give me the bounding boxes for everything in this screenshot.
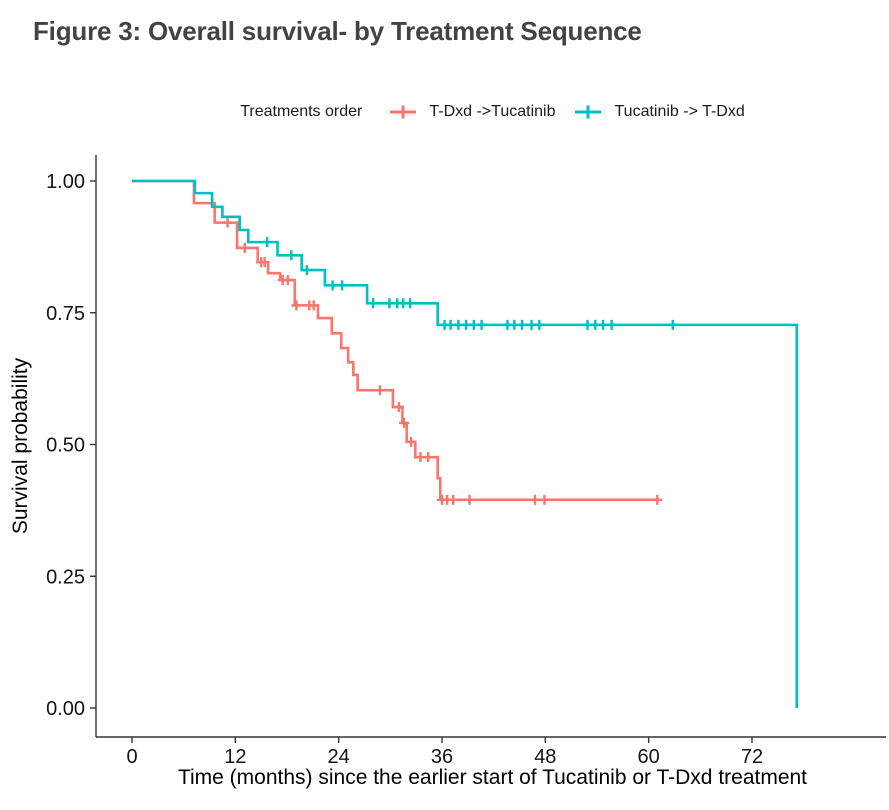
- y-tick-label: 0.50: [46, 435, 85, 457]
- x-tick-label: 24: [328, 746, 350, 768]
- x-tick-label: 0: [126, 746, 137, 768]
- legend-title: Treatments order: [240, 103, 363, 120]
- legend-key-plus-icon: [575, 105, 602, 119]
- legend-key-plus-icon: [390, 105, 417, 119]
- x-tick-label: 12: [224, 746, 246, 768]
- y-tick-label: 0.75: [46, 303, 85, 325]
- survival-curve-tucatinib-tdxd: [132, 179, 799, 708]
- legend-item-tdxd-first: T-Dxd ->Tucatinib: [388, 103, 555, 121]
- censor-marks-tucatinib-tdxd: [262, 237, 678, 330]
- legend-item-label: Tucatinib -> T-Dxd: [614, 103, 745, 120]
- y-tick-label: 0.25: [46, 566, 85, 588]
- legend: Treatments order T-Dxd ->Tucatinib Tucat…: [96, 103, 889, 121]
- x-tick-label: 48: [534, 746, 556, 768]
- survival-curve-tdxd-tucatinib: [132, 179, 659, 502]
- y-tick-label: 0.00: [46, 698, 85, 720]
- x-tick-label: 36: [431, 746, 453, 768]
- censor-marks-tdxd-tucatinib: [222, 217, 663, 505]
- y-tick-label: 1.00: [46, 171, 85, 193]
- legend-item-label: T-Dxd ->Tucatinib: [429, 103, 556, 120]
- legend-item-tucatinib-first: Tucatinib -> T-Dxd: [573, 103, 745, 121]
- x-axis-title: Time (months) since the earlier start of…: [177, 766, 808, 789]
- x-tick-label: 60: [638, 746, 660, 768]
- figure-title: Figure 3: Overall survival- by Treatment…: [33, 16, 642, 46]
- x-tick-label: 72: [741, 746, 763, 768]
